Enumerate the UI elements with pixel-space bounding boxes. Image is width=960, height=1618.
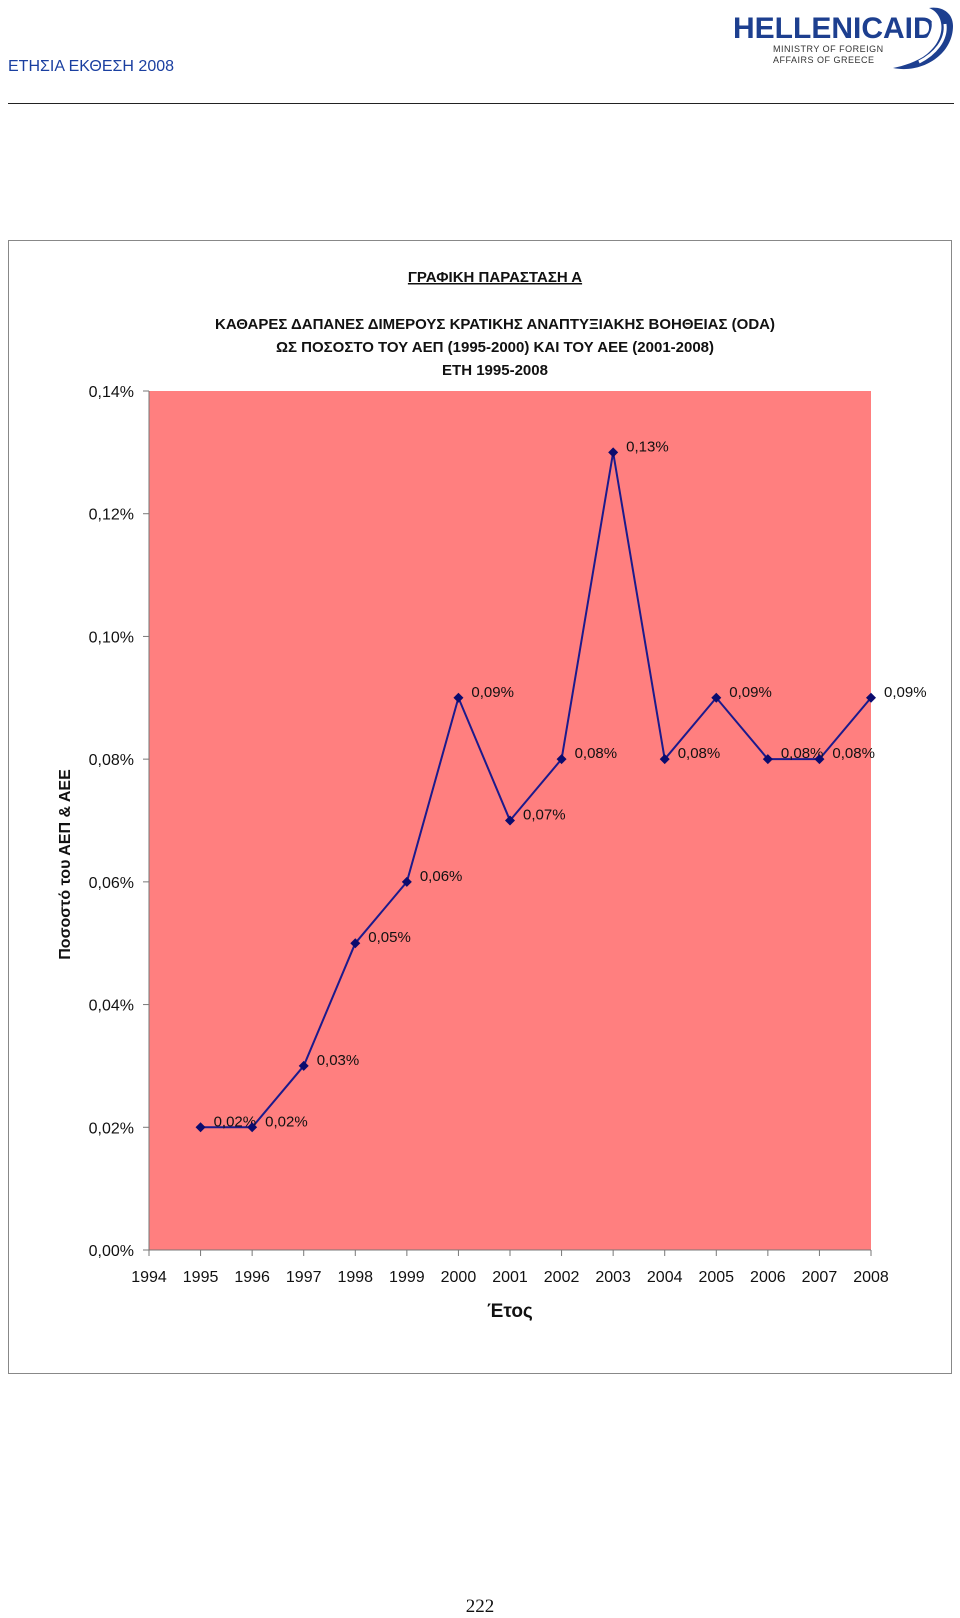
- data-point: [195, 1122, 206, 1133]
- data-label: 0,08%: [678, 745, 721, 762]
- y-tick-label: 0,14%: [89, 384, 134, 401]
- data-point: [505, 815, 515, 826]
- data-label: 0,08%: [832, 745, 875, 762]
- x-tick-label: 2000: [441, 1269, 477, 1286]
- header-rule: [8, 103, 954, 104]
- data-label: 0,02%: [214, 1113, 257, 1130]
- chart-title-line-2: ΩΣ ΠΟΣΟΣΤΟ ΤΟΥ ΑΕΠ (1995-2000) ΚΑΙ ΤΟΥ Α…: [276, 339, 714, 356]
- data-label: 0,13%: [626, 438, 669, 455]
- x-tick-label: 2005: [698, 1269, 734, 1286]
- data-label: 0,09%: [884, 684, 927, 701]
- logo-brand: HELLENICAID: [733, 12, 935, 46]
- x-axis-label: Έτος: [487, 1301, 533, 1322]
- logo-subtitle-line2: AFFAIRS OF GREECE: [773, 55, 875, 65]
- y-axis-label: Ποσοστό του ΑΕΠ & ΑΕΕ: [57, 769, 74, 960]
- series-line-group: 0,02% 0,02% 0,03% 0,05% 0,06% 0,09% 0,07% 0,08%…: [195, 438, 927, 1133]
- x-tick-label: 2002: [544, 1269, 580, 1286]
- x-tick-label: 1998: [337, 1269, 373, 1286]
- x-tick-label: 1996: [234, 1269, 270, 1286]
- y-tick-label: 0,02%: [89, 1120, 134, 1137]
- chart-supertitle: ΓΡΑΦΙΚΗ ΠΑΡΑΣΤΑΣΗ Α: [408, 269, 582, 286]
- series-line: [200, 452, 872, 1129]
- x-tick-label: 2008: [853, 1269, 889, 1286]
- x-tick-label: 2006: [750, 1269, 786, 1286]
- data-label: 0,02%: [265, 1113, 308, 1130]
- data-point: [298, 1060, 309, 1071]
- data-point: [350, 938, 361, 949]
- x-tick-label: 1995: [183, 1269, 219, 1286]
- axes: 0,00% 0,02% 0,04% 0,06% 0,08% 0,10% 0,12% 0,14%…: [89, 384, 889, 1286]
- y-tick-label: 0,00%: [89, 1243, 134, 1260]
- y-tick-label: 0,12%: [89, 507, 134, 524]
- page-number: 222: [465, 1596, 495, 1617]
- report-title: ΕΤΗΣΙΑ ΕΚΘΕΣΗ 2008: [8, 58, 175, 75]
- data-label: 0,07%: [523, 807, 566, 824]
- y-tick-label: 0,08%: [89, 752, 134, 769]
- data-point: [814, 754, 825, 765]
- logo-brand-main: HELLENIC: [733, 12, 883, 45]
- x-tick-label: 2004: [647, 1269, 683, 1286]
- data-label: 0,03%: [317, 1052, 360, 1069]
- data-label: 0,06%: [420, 868, 463, 885]
- x-tick-label: 1997: [286, 1269, 322, 1286]
- data-point: [711, 692, 722, 703]
- y-tick-label: 0,06%: [89, 875, 134, 892]
- y-tick-label: 0,04%: [89, 998, 134, 1015]
- x-tick-label: 1999: [389, 1269, 425, 1286]
- data-point: [556, 754, 567, 765]
- chart-title-line-3: ΕΤΗ 1995-2008: [442, 362, 548, 379]
- hellenic-aid-logo: HELLENICAID MINISTRY OF FOREIGN AFFAIRS …: [733, 4, 955, 76]
- x-tick-label: 1994: [131, 1269, 167, 1286]
- data-point: [762, 754, 773, 765]
- greek-flag-swoosh-icon: [893, 7, 953, 70]
- data-label: 0,09%: [729, 684, 772, 701]
- data-point: [608, 447, 619, 458]
- x-tick-label: 2003: [595, 1269, 631, 1286]
- data-point: [247, 1122, 258, 1133]
- chart-frame: [8, 240, 952, 1374]
- data-label: 0,09%: [471, 684, 514, 701]
- chart-title-line-1: ΚΑΘΑΡΕΣ ΔΑΠΑΝΕΣ ΔΙΜΕΡΟΥΣ ΚΡΑΤΙΚΗΣ ΑΝΑΠΤΥ…: [215, 316, 775, 333]
- data-point: [866, 692, 876, 703]
- data-point: [453, 692, 464, 703]
- data-label: 0,08%: [575, 745, 618, 762]
- data-label: 0,08%: [781, 745, 824, 762]
- y-tick-label: 0,10%: [89, 629, 134, 646]
- data-point: [659, 754, 670, 765]
- data-point: [401, 876, 412, 887]
- x-tick-label: 2001: [492, 1269, 528, 1286]
- logo-subtitle: MINISTRY OF FOREIGN AFFAIRS OF GREECE: [773, 44, 884, 66]
- logo-subtitle-line1: MINISTRY OF FOREIGN: [773, 44, 884, 54]
- data-label: 0,05%: [368, 929, 411, 946]
- x-tick-label: 2007: [802, 1269, 838, 1286]
